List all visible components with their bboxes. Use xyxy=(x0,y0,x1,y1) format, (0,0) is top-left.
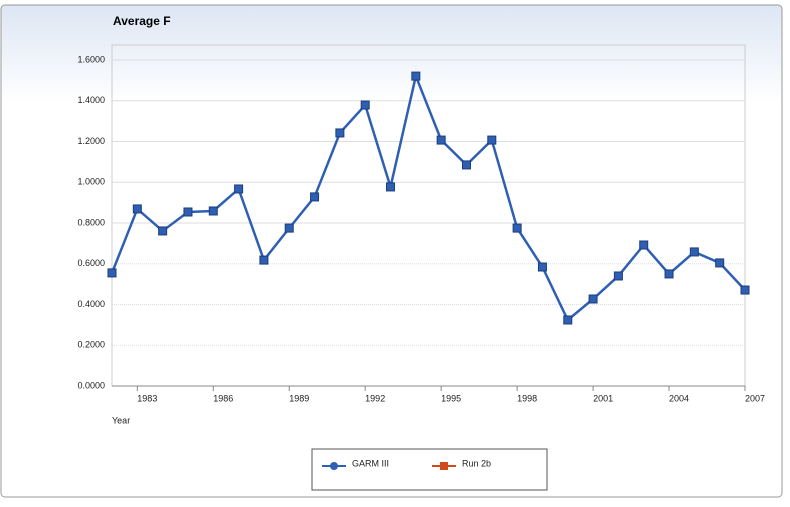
data-point xyxy=(132,204,142,214)
x-tick-label: 1998 xyxy=(517,393,537,403)
x-tick-label: 1989 xyxy=(289,393,309,403)
data-point xyxy=(107,268,117,278)
legend-label: GARM III xyxy=(352,458,389,468)
legend-swatch-marker xyxy=(440,462,448,470)
y-tick-label: 0.4000 xyxy=(77,299,105,309)
data-point xyxy=(335,128,345,138)
legend xyxy=(311,448,548,491)
data-point xyxy=(689,247,699,257)
data-point xyxy=(512,223,522,233)
data-point xyxy=(563,315,573,325)
data-point xyxy=(284,223,294,233)
y-tick-label: 1.0000 xyxy=(77,177,105,187)
data-point xyxy=(183,207,193,217)
x-tick-label: 2001 xyxy=(593,393,613,403)
y-tick-label: 1.4000 xyxy=(77,95,105,105)
data-point xyxy=(360,100,370,110)
data-point xyxy=(310,192,320,202)
data-point xyxy=(234,184,244,194)
data-point xyxy=(208,206,218,216)
legend-swatch-marker xyxy=(330,462,338,470)
data-point xyxy=(436,135,446,145)
chart-title: Average F xyxy=(113,14,171,28)
y-tick-label: 1.6000 xyxy=(77,54,105,64)
data-point xyxy=(487,135,497,145)
data-point xyxy=(259,255,269,265)
x-tick-label: 1983 xyxy=(137,393,157,403)
data-point xyxy=(537,262,547,272)
x-tick-label: 2004 xyxy=(669,393,689,403)
data-point xyxy=(664,269,674,279)
y-tick-label: 0.2000 xyxy=(77,340,105,350)
data-point xyxy=(588,294,598,304)
y-tick-label: 1.2000 xyxy=(77,136,105,146)
x-tick-label: 2007 xyxy=(745,393,765,403)
x-tick-label: 1986 xyxy=(213,393,233,403)
data-point xyxy=(461,160,471,170)
y-tick-label: 0.8000 xyxy=(77,217,105,227)
y-tick-label: 0.6000 xyxy=(77,258,105,268)
x-axis-label: Year xyxy=(112,415,130,425)
x-tick-label: 1992 xyxy=(365,393,385,403)
x-tick-label: 1995 xyxy=(441,393,461,403)
y-tick-label: 0.0000 xyxy=(77,380,105,390)
legend-label: Run 2b xyxy=(462,458,491,468)
data-point xyxy=(386,182,396,192)
data-point xyxy=(715,258,725,268)
data-point xyxy=(639,240,649,250)
data-point xyxy=(411,71,421,81)
frame xyxy=(0,4,783,498)
data-point xyxy=(158,226,168,236)
data-point xyxy=(740,285,750,295)
data-point xyxy=(613,271,623,281)
